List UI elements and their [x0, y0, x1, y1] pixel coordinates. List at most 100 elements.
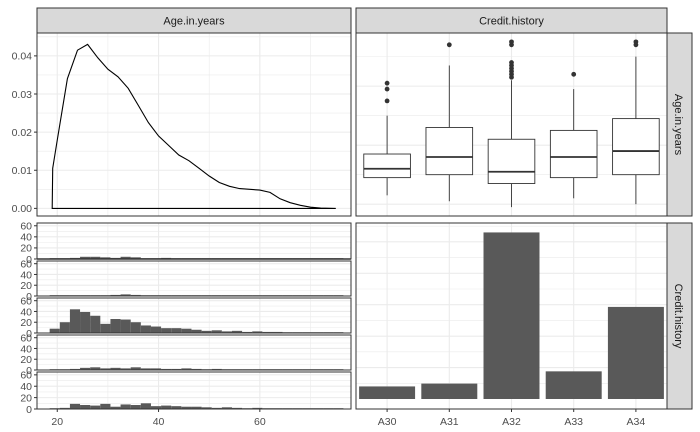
- density-panel-border: [36, 32, 352, 217]
- histogram-bar: [211, 368, 222, 370]
- histogram-bar: [211, 407, 222, 409]
- bar-a34: [607, 306, 664, 399]
- density-y-tick-label: 0.00: [12, 203, 33, 215]
- histogram-y-tick-label: 20: [20, 317, 32, 329]
- histogram-bar: [181, 328, 192, 333]
- histogram-y-tick-label: 0: [26, 365, 32, 377]
- histogram-bar: [69, 368, 81, 370]
- histogram-bar: [231, 330, 243, 333]
- histogram-bar: [150, 406, 162, 409]
- histogram-bar: [242, 331, 253, 333]
- histogram-y-tick-label: 40: [20, 381, 32, 393]
- density-y-tick-label: 0.02: [12, 127, 33, 139]
- histogram-bar: [211, 330, 222, 333]
- histogram-bar: [140, 325, 151, 333]
- histogram-bar: [130, 405, 141, 409]
- histogram-subpanel-bg: [37, 261, 351, 296]
- histogram-bar: [140, 368, 151, 370]
- histogram-y-tick-label: 60: [20, 332, 32, 344]
- histogram-subpanel-border: [36, 297, 352, 334]
- histogram-bar: [80, 367, 91, 370]
- histogram-bar: [120, 404, 131, 409]
- histogram-bar: [130, 257, 141, 259]
- histogram-subpanel-bg: [37, 335, 351, 370]
- histogram-bar: [110, 319, 121, 333]
- histogram-bar: [171, 406, 182, 409]
- histogram-y-tick-label: 0: [26, 328, 32, 340]
- col-strip-1-bg: [36, 7, 352, 34]
- boxplot-box: [549, 129, 598, 179]
- histogram-bar: [120, 368, 131, 370]
- histogram-subpanel-border: [36, 371, 352, 410]
- boxplot-outlier: [571, 71, 577, 77]
- histogram-y-tick-label: 40: [20, 232, 32, 244]
- histogram-bar: [69, 403, 81, 409]
- histogram-y-tick-label: 20: [20, 243, 32, 255]
- row-strip-1-bg: [666, 32, 693, 217]
- histogram-y-tick-label: 60: [20, 221, 32, 233]
- histogram-bar: [171, 328, 182, 333]
- histogram-y-tick-label: 20: [20, 354, 32, 366]
- histogram-bar: [191, 329, 202, 333]
- histogram-bar: [110, 367, 121, 370]
- histogram-subpanel-border: [36, 334, 352, 371]
- histogram-bar: [49, 328, 60, 333]
- histogram-y-tick-label: 0: [26, 404, 32, 416]
- histogram-y-tick-label: 20: [20, 280, 32, 292]
- row-strip-2-label: Credit.history: [672, 284, 684, 349]
- histogram-bar: [100, 368, 111, 370]
- histogram-bar: [80, 405, 91, 409]
- histogram-bar: [80, 312, 91, 333]
- histogram-bar: [201, 407, 212, 409]
- histogram-bar: [140, 403, 151, 409]
- bar-x-tick-label: A32: [502, 416, 521, 428]
- histogram-bar: [221, 407, 232, 409]
- col-strip-2-bg: [355, 7, 668, 34]
- histogram-y-tick-label: 20: [20, 392, 32, 404]
- histogram-bar: [90, 256, 101, 259]
- row-strip-1-label: Age.in.years: [672, 94, 684, 156]
- histogram-bar: [110, 406, 121, 409]
- histogram-bar: [59, 407, 70, 409]
- histogram-bar: [90, 405, 101, 409]
- density-curve: [51, 43, 336, 209]
- histogram-bar: [231, 407, 243, 409]
- histogram-bar: [262, 331, 273, 333]
- histogram-y-tick-label: 0: [26, 254, 32, 266]
- histogram-bar: [161, 405, 172, 409]
- histogram-bar: [100, 257, 111, 259]
- histogram-bar: [100, 323, 111, 333]
- histogram-bar: [100, 403, 111, 409]
- histogram-bar: [191, 406, 202, 409]
- histogram-bar: [272, 331, 283, 333]
- boxplot-outlier: [446, 42, 452, 48]
- histogram-x-tick-label: 40: [153, 416, 165, 428]
- histogram-bar: [252, 407, 263, 409]
- boxplot-outlier: [384, 86, 390, 92]
- bar-x-tick-label: A34: [627, 416, 646, 428]
- bar-a30: [359, 386, 416, 399]
- density-y-tick-label: 0.01: [12, 165, 33, 177]
- col-strip-1-label: Age.in.years: [163, 16, 225, 28]
- histogram-bar: [130, 367, 141, 370]
- histogram-bar: [171, 368, 182, 370]
- boxplot-outlier: [384, 80, 390, 86]
- histogram-bar: [90, 315, 101, 333]
- bar-x-tick-label: A30: [378, 416, 397, 428]
- histogram-bar: [201, 330, 212, 333]
- histogram-subpanel-bg: [37, 223, 351, 259]
- bar-x-tick-label: A33: [564, 416, 583, 428]
- histogram-bar: [69, 309, 81, 333]
- histogram-bar: [161, 368, 172, 370]
- histogram-bar: [120, 294, 131, 296]
- bar-a33: [545, 371, 602, 399]
- histogram-bar: [110, 294, 121, 296]
- histogram-x-tick-label: 60: [254, 416, 266, 428]
- histogram-bar: [80, 256, 91, 259]
- histogram-bar: [221, 331, 232, 333]
- histogram-bar: [90, 367, 101, 370]
- boxplot-box: [425, 127, 474, 176]
- boxplot-outlier: [633, 39, 639, 45]
- data-marks: [49, 39, 664, 409]
